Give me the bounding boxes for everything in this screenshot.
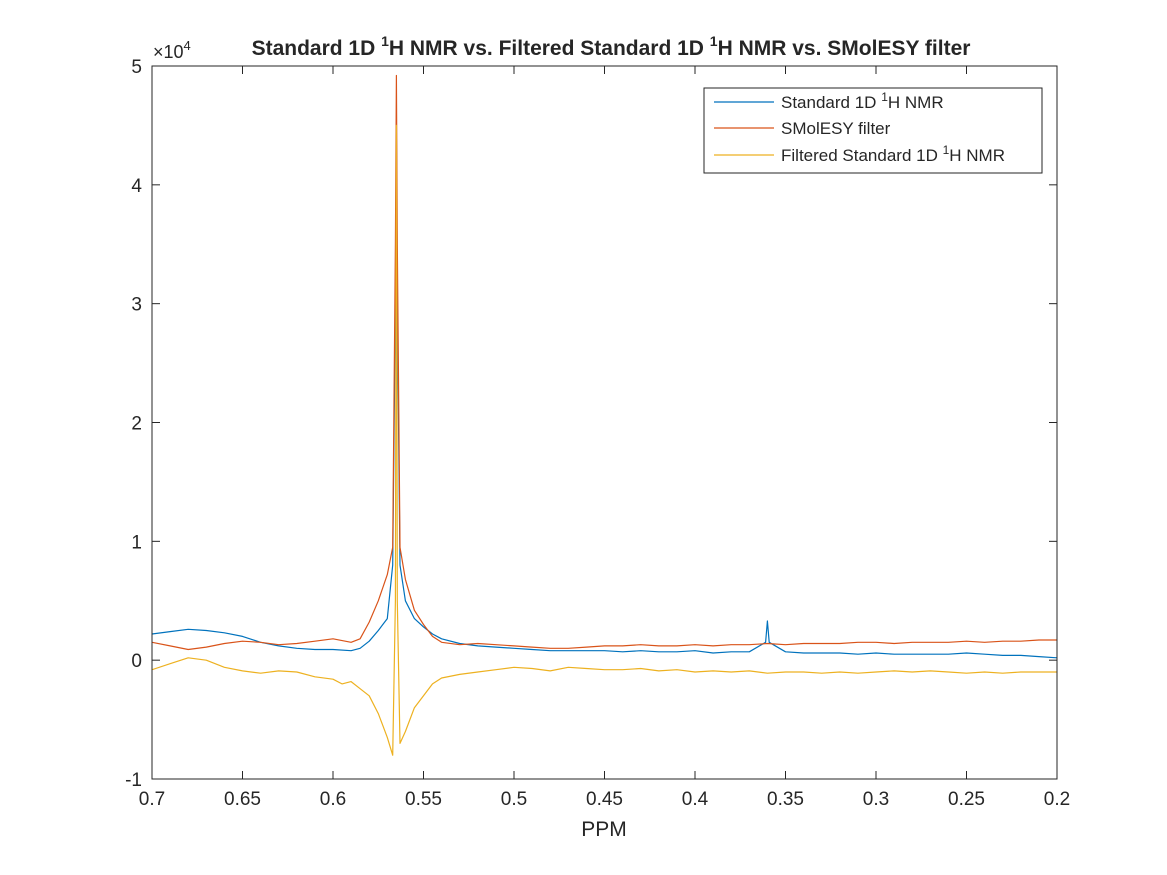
- x-tick-label: 0.5: [501, 789, 527, 810]
- legend: Standard 1D 1H NMR SMolESY filter Filter…: [703, 87, 1043, 174]
- x-tick-label: 0.4: [682, 789, 709, 810]
- series-line-1: [152, 74, 1057, 651]
- x-tick-label: 0.2: [1044, 789, 1070, 810]
- x-tick-label: 0.65: [224, 789, 261, 810]
- chart-title-part-3: H NMR vs. SMolESY filter: [718, 37, 971, 60]
- legend-entry-standard: Standard 1D 1H NMR: [781, 90, 944, 112]
- series-layer: [152, 74, 1057, 756]
- x-axis-label: PPM: [581, 818, 627, 841]
- x-tick-label: 0.35: [767, 789, 804, 810]
- legend-standard-part-2: H NMR: [888, 93, 944, 112]
- y-tick-label: -1: [125, 770, 142, 791]
- legend-standard-part-1: Standard 1D: [781, 93, 881, 112]
- y-tick-label: 4: [131, 176, 142, 197]
- y-exponent-base: ×10: [153, 42, 184, 62]
- x-tick-label: 0.25: [948, 789, 985, 810]
- x-tick-label: 0.6: [320, 789, 346, 810]
- legend-entry-filtered: Filtered Standard 1D 1H NMR: [781, 143, 1005, 165]
- chart-title-sup-2: 1: [710, 33, 718, 49]
- legend-filtered-part-2: H NMR: [949, 146, 1005, 165]
- legend-smolesy-part-1: SMolESY filter: [781, 119, 891, 138]
- x-tick-label: 0.3: [863, 789, 889, 810]
- x-tick-label: 0.7: [139, 789, 165, 810]
- ticks-layer: 0.7 0.65 0.6 0.55 0.5 0.45 0.4 0.35 0.3 0.25 0.2 -1…: [125, 57, 1070, 810]
- x-tick-label: 0.55: [405, 789, 442, 810]
- x-tick-label: 0.45: [586, 789, 623, 810]
- y-tick-label: 0: [131, 651, 142, 672]
- legend-filtered-part-1: Filtered Standard 1D: [781, 146, 943, 165]
- y-exponent-label: ×104: [153, 38, 191, 62]
- y-exponent-power: 4: [184, 38, 191, 53]
- legend-entry-smolesy: SMolESY filter: [781, 119, 891, 138]
- chart-title: Standard 1D 1H NMR vs. Filtered Standard…: [252, 33, 971, 60]
- y-tick-label: 3: [131, 295, 142, 316]
- chart-title-sup-1: 1: [381, 33, 389, 49]
- series-line-0: [152, 136, 1057, 659]
- legend-standard-sup: 1: [881, 90, 888, 104]
- y-tick-label: 1: [131, 532, 142, 553]
- plot-area: [152, 66, 1057, 779]
- y-tick-label: 5: [131, 57, 142, 78]
- chart-title-part-2: H NMR vs. Filtered Standard 1D: [389, 37, 710, 60]
- legend-filtered-sup: 1: [943, 143, 950, 157]
- series-line-2: [152, 124, 1057, 756]
- chart-title-part-1: Standard 1D: [252, 37, 382, 60]
- y-tick-label: 2: [131, 414, 142, 435]
